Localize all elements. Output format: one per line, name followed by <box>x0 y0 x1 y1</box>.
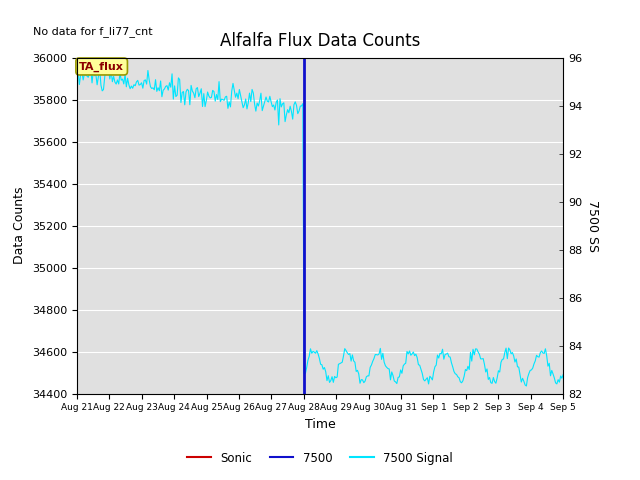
Y-axis label: Data Counts: Data Counts <box>13 187 26 264</box>
Text: TA_flux: TA_flux <box>79 61 124 72</box>
X-axis label: Time: Time <box>305 418 335 431</box>
Legend: Sonic, 7500, 7500 Signal: Sonic, 7500, 7500 Signal <box>182 447 458 469</box>
Text: No data for f_li77_cnt: No data for f_li77_cnt <box>33 26 153 37</box>
Y-axis label: 7500 SS: 7500 SS <box>586 200 599 252</box>
Title: Alfalfa Flux Data Counts: Alfalfa Flux Data Counts <box>220 33 420 50</box>
